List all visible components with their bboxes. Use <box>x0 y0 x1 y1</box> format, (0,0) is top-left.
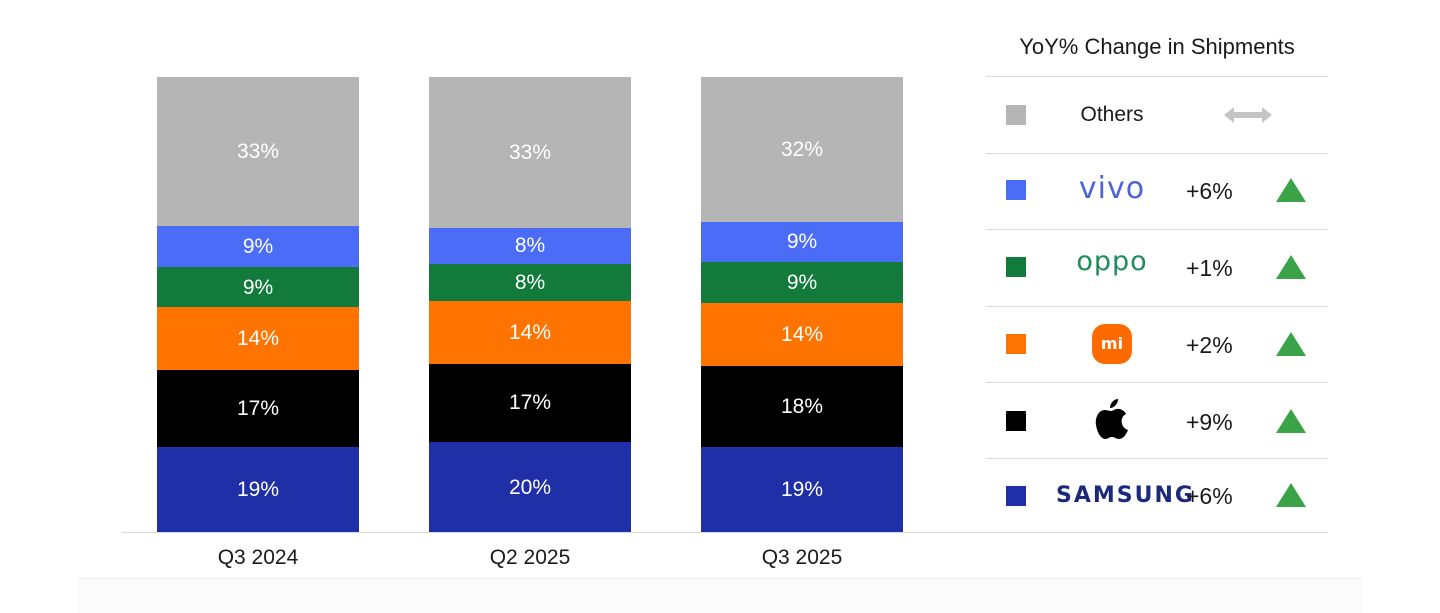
flat-arrow-icon <box>1224 107 1272 123</box>
swatch-samsung <box>1006 486 1026 506</box>
data-label: 18% <box>780 394 824 418</box>
bar-segment-apple <box>429 363 631 442</box>
vivo-logo: vivo <box>1078 171 1146 206</box>
bar-segment-samsung <box>157 446 359 533</box>
data-label: 32% <box>780 138 824 162</box>
bar-segment-apple <box>701 365 903 447</box>
bar-segment-vivo <box>429 227 631 265</box>
legend-title: YoY% Change in Shipments <box>1019 34 1295 59</box>
data-label: 33% <box>236 140 280 164</box>
legend-row-xiaomi: mi +2% <box>986 307 1328 383</box>
legend-divider <box>986 229 1328 230</box>
bar-segment-vivo <box>157 225 359 267</box>
bar-segment-xiaomi <box>701 302 903 366</box>
data-label: 20% <box>508 475 552 499</box>
legend-row-oppo: oppo +1% <box>986 230 1328 306</box>
xiaomi-logo: mi <box>1056 324 1168 364</box>
bar-segment-samsung <box>429 441 631 533</box>
legend-divider <box>986 458 1328 459</box>
x-tick-label: Q2 2025 <box>489 546 571 569</box>
data-label: 19% <box>236 478 280 502</box>
samsung-logo: SAMSUNG <box>1056 483 1195 508</box>
data-label: 14% <box>780 322 824 346</box>
bar-segment-oppo <box>157 266 359 308</box>
legend-divider <box>986 306 1328 307</box>
x-tick-label: Q3 2024 <box>217 546 299 569</box>
triangle-up-icon <box>1276 255 1306 279</box>
legend-row-apple: +9% <box>986 383 1328 459</box>
data-label: 8% <box>514 234 546 258</box>
oppo-logo: oppo <box>1076 246 1148 277</box>
change-xiaomi: +2% <box>1186 332 1233 358</box>
legend-divider <box>986 153 1328 154</box>
footer-panel <box>78 578 1362 613</box>
data-label: 9% <box>242 234 274 258</box>
brand-label-others: Others <box>1080 103 1144 126</box>
swatch-oppo <box>1006 257 1026 277</box>
data-label: 14% <box>508 320 552 344</box>
change-vivo: +6% <box>1186 178 1233 204</box>
change-samsung: +6% <box>1186 483 1233 509</box>
data-label: 17% <box>236 397 280 421</box>
bar-segment-others <box>701 77 903 222</box>
data-label: 14% <box>236 327 280 351</box>
bar-segment-xiaomi <box>429 299 631 365</box>
chart-baseline <box>122 532 1328 533</box>
data-label: 8% <box>514 270 546 294</box>
triangle-up-icon <box>1276 483 1306 507</box>
legend-divider <box>986 382 1328 383</box>
triangle-up-icon <box>1276 178 1306 202</box>
bar-segment-oppo <box>701 261 903 303</box>
swatch-xiaomi <box>1006 334 1026 354</box>
bar-segment-samsung <box>701 446 903 533</box>
change-oppo: +1% <box>1186 255 1233 281</box>
data-label: 9% <box>786 230 818 254</box>
data-label: 17% <box>508 391 552 415</box>
change-apple: +9% <box>1186 409 1233 435</box>
legend-row-vivo: vivo +6% <box>986 154 1328 230</box>
triangle-up-icon <box>1276 332 1306 356</box>
swatch-vivo <box>1006 180 1026 200</box>
bar-segment-apple <box>157 369 359 447</box>
bar-segment-vivo <box>701 221 903 263</box>
triangle-up-icon <box>1276 409 1306 433</box>
x-tick-label: Q3 2025 <box>761 546 843 569</box>
data-label: 19% <box>780 478 824 502</box>
stacked-bar-chart: 19% 17% 14% 9% 9% 33% Q3 2024 20% 17% 14% 8% 8% 33% Q… <box>157 77 903 569</box>
bar-segment-xiaomi <box>157 306 359 371</box>
yoy-legend: YoY% Change in Shipments Others vivo +6%… <box>986 0 1328 532</box>
data-label: 33% <box>508 141 552 165</box>
bar-segment-others <box>429 77 631 228</box>
legend-row-samsung: SAMSUNG +6% <box>986 459 1328 535</box>
bar-segment-oppo <box>429 263 631 301</box>
legend-row-others: Others <box>986 77 1328 153</box>
bar-segment-others <box>157 77 359 227</box>
swatch-others <box>1006 105 1026 125</box>
data-label: 9% <box>242 275 274 299</box>
data-label: 9% <box>786 271 818 294</box>
legend-divider <box>986 76 1328 77</box>
swatch-apple <box>1006 411 1026 431</box>
apple-logo-icon <box>1095 399 1128 439</box>
